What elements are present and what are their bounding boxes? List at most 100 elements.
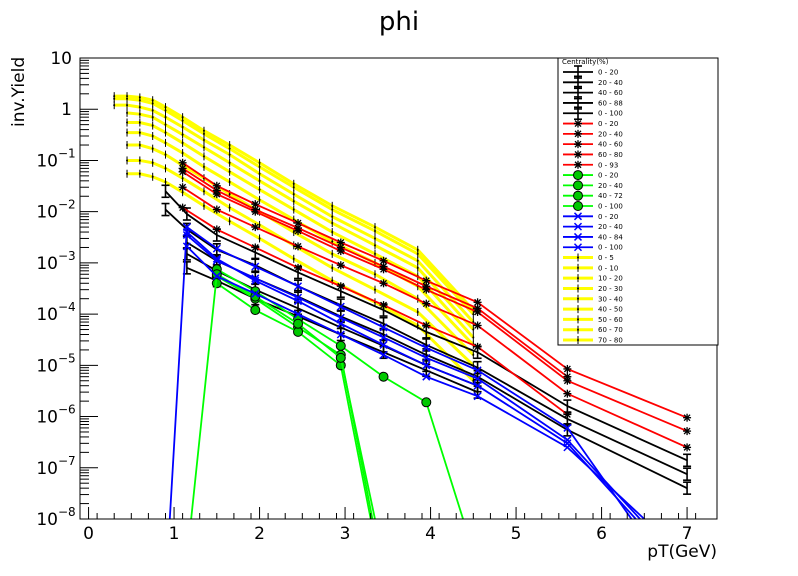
data-point bbox=[683, 443, 692, 452]
data-point bbox=[151, 158, 154, 167]
data-point bbox=[228, 150, 231, 159]
data-point bbox=[258, 234, 261, 243]
data-point bbox=[294, 263, 303, 272]
data-point bbox=[202, 143, 205, 152]
data-point bbox=[336, 243, 345, 252]
legend-label: 30 - 40 bbox=[598, 295, 623, 303]
data-point bbox=[331, 219, 334, 228]
data-point bbox=[294, 282, 303, 291]
legend-entry: 20 - 40 bbox=[563, 222, 623, 231]
data-point bbox=[563, 410, 572, 419]
legend-label: 0 - 20 bbox=[598, 120, 618, 128]
data-point bbox=[294, 297, 303, 306]
data-point bbox=[182, 242, 191, 251]
series-9 bbox=[178, 164, 572, 381]
x-tick-label: 3 bbox=[340, 524, 351, 544]
data-point bbox=[422, 353, 431, 362]
y-tick-label: 10 bbox=[36, 151, 58, 171]
data-point bbox=[126, 101, 129, 110]
data-point bbox=[683, 413, 692, 422]
data-point bbox=[373, 270, 376, 279]
data-point bbox=[683, 481, 692, 495]
data-point bbox=[573, 212, 583, 221]
series-16 bbox=[182, 242, 645, 519]
data-point bbox=[379, 340, 388, 349]
data-point bbox=[212, 244, 221, 253]
data-point bbox=[563, 372, 572, 381]
data-point bbox=[577, 305, 579, 314]
data-point bbox=[577, 336, 579, 344]
data-point bbox=[379, 256, 388, 265]
series-line bbox=[182, 186, 688, 449]
legend-entry: 0 - 20 bbox=[563, 119, 618, 128]
series-14 bbox=[168, 223, 633, 519]
data-point bbox=[416, 307, 419, 316]
data-point bbox=[331, 228, 334, 237]
data-point bbox=[202, 187, 205, 196]
data-point bbox=[212, 272, 221, 281]
data-point bbox=[563, 389, 572, 398]
series-20 bbox=[113, 101, 475, 327]
legend-entry: 0 - 100 bbox=[563, 201, 623, 211]
data-point bbox=[292, 190, 295, 199]
y-axis-title: inv.Yield bbox=[9, 57, 29, 127]
data-point bbox=[473, 381, 482, 390]
legend-box bbox=[557, 57, 719, 346]
data-point bbox=[138, 169, 141, 178]
legend-label: 20 - 30 bbox=[598, 285, 623, 293]
series-21 bbox=[126, 108, 475, 334]
data-point bbox=[181, 138, 184, 147]
data-point bbox=[473, 342, 482, 351]
chart-title: phi bbox=[379, 7, 419, 37]
legend-entry: 60 - 80 bbox=[563, 150, 623, 159]
data-point bbox=[379, 262, 388, 271]
legend-label: 0 - 100 bbox=[598, 244, 623, 252]
data-point bbox=[164, 113, 167, 122]
data-point bbox=[293, 326, 304, 337]
series-line bbox=[182, 171, 688, 432]
data-point bbox=[577, 284, 579, 293]
y-tick-label: 10 bbox=[36, 408, 58, 428]
data-point bbox=[574, 119, 582, 128]
legend-entry: 40 - 50 bbox=[563, 305, 623, 314]
legend-label: 0 - 100 bbox=[598, 110, 623, 118]
data-point bbox=[292, 205, 295, 214]
data-point bbox=[258, 195, 261, 204]
data-point bbox=[379, 323, 388, 332]
data-point bbox=[164, 150, 167, 159]
data-point bbox=[422, 282, 431, 291]
data-point bbox=[577, 263, 579, 272]
data-point bbox=[683, 467, 692, 481]
data-point bbox=[574, 160, 582, 169]
data-point bbox=[164, 164, 167, 173]
data-point bbox=[577, 253, 579, 262]
y-tick-exponent: −8 bbox=[58, 505, 76, 519]
data-point bbox=[212, 186, 221, 195]
y-tick-label: 10 bbox=[36, 254, 58, 274]
data-point bbox=[212, 256, 221, 265]
legend-label: 0 - 20 bbox=[598, 172, 618, 180]
legend-entry: 70 - 80 bbox=[563, 336, 623, 345]
legend-label: 40 - 60 bbox=[598, 141, 623, 149]
legend-label: 40 - 72 bbox=[598, 192, 623, 200]
data-point bbox=[577, 274, 579, 283]
legend-label: 40 - 60 bbox=[598, 89, 623, 97]
series-line bbox=[190, 272, 376, 519]
data-point bbox=[113, 101, 116, 110]
y-tick-exponent: −7 bbox=[58, 454, 76, 468]
y-tick-label: 1 bbox=[61, 100, 72, 120]
legend-entry: 0 - 10 bbox=[563, 263, 618, 272]
legend-entry: 40 - 84 bbox=[563, 232, 623, 241]
series-5 bbox=[178, 158, 692, 422]
data-point bbox=[181, 130, 184, 139]
data-point bbox=[178, 164, 187, 173]
y-tick-label: 10 bbox=[36, 510, 58, 530]
data-point bbox=[138, 110, 141, 119]
legend-entry: 0 - 100 bbox=[563, 243, 623, 252]
data-point bbox=[251, 223, 260, 232]
data-point bbox=[294, 242, 303, 251]
data-point bbox=[212, 205, 221, 214]
legend-entry: 20 - 40 bbox=[563, 180, 623, 191]
data-point bbox=[422, 372, 431, 381]
